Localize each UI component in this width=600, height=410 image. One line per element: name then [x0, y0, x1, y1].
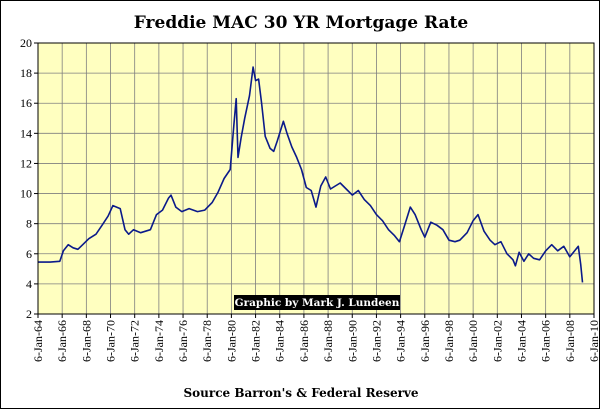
x-tick-label: 6-Jan-08 — [563, 320, 577, 362]
x-tick-label: 6-Jan-76 — [176, 320, 190, 362]
credit-box: Graphic by Mark J. Lundeen — [234, 295, 400, 310]
x-tick-label: 6-Jan-02 — [490, 320, 504, 362]
grid-lines — [37, 42, 595, 315]
x-tick-label: 6-Jan-78 — [200, 320, 214, 362]
x-axis-label: Source Barron's & Federal Reserve — [183, 386, 418, 400]
x-tick-label: 6-Jan-82 — [249, 320, 263, 362]
y-tick-label: 4 — [26, 277, 32, 291]
plot-area — [38, 43, 594, 314]
x-tick-label: 6-Jan-98 — [442, 320, 456, 362]
y-tick-label: 10 — [20, 187, 32, 201]
y-tick-label: 20 — [20, 36, 32, 50]
x-tick-label: 6-Jan-94 — [394, 320, 408, 362]
x-tick-label: 6-Jan-84 — [273, 320, 287, 362]
x-tick-label: 6-Jan-72 — [128, 320, 142, 362]
x-tick-label: 6-Jan-00 — [466, 320, 480, 362]
x-tick-label: 6-Jan-86 — [297, 320, 311, 362]
x-tick-label: 6-Jan-92 — [369, 320, 383, 362]
y-tick-label: 6 — [26, 247, 32, 261]
x-axis-ticks: 6-Jan-64 6-Jan-66 6-Jan-68 6-Jan-70 6-Jan-72… — [31, 314, 600, 362]
plot-border — [37, 42, 595, 315]
y-tick-label: 16 — [20, 96, 32, 110]
credit-background — [234, 295, 400, 310]
y-tick-label: 14 — [20, 126, 32, 140]
x-tick-label: 6-Jan-96 — [418, 320, 432, 362]
x-tick-label: 6-Jan-06 — [539, 320, 553, 362]
y-tick-label: 2 — [26, 307, 32, 321]
x-tick-label: 6-Jan-80 — [224, 320, 238, 362]
x-tick-label: 6-Jan-64 — [31, 320, 45, 362]
credit-label: Graphic by Mark J. Lundeen — [235, 297, 400, 309]
x-tick-label: 6-Jan-70 — [104, 320, 118, 362]
x-tick-label: 6-Jan-74 — [152, 320, 166, 362]
x-tick-label: 6-Jan-10 — [587, 320, 600, 362]
y-tick-label: 8 — [26, 217, 32, 231]
x-tick-label: 6-Jan-90 — [345, 320, 359, 362]
x-tick-label: 6-Jan-04 — [514, 320, 528, 362]
chart-title: Freddie MAC 30 YR Mortgage Rate — [134, 13, 469, 33]
y-tick-label: 18 — [20, 66, 32, 80]
x-tick-label: 6-Jan-66 — [55, 320, 69, 362]
y-axis-ticks: 2 4 6 8 10 12 14 16 18 20 — [20, 36, 38, 321]
x-tick-label: 6-Jan-88 — [321, 320, 335, 362]
y-tick-label: 12 — [20, 156, 32, 170]
x-tick-label: 6-Jan-68 — [79, 320, 93, 362]
series-line-mortgage-rate — [38, 66, 584, 283]
